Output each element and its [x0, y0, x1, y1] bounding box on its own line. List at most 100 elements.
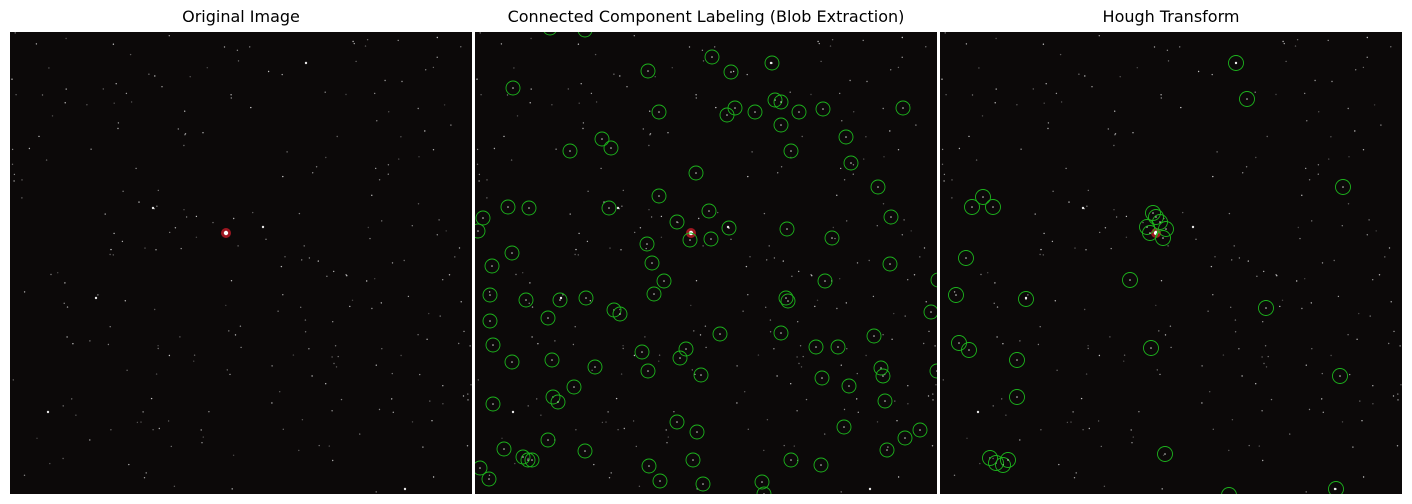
star [846, 220, 848, 222]
star [887, 446, 889, 448]
detection-circle [651, 104, 667, 120]
star [167, 420, 170, 422]
star [798, 362, 800, 365]
star [785, 297, 787, 299]
star [978, 67, 980, 69]
star [982, 196, 984, 198]
star [1265, 307, 1267, 309]
star [308, 257, 311, 259]
star [845, 302, 847, 304]
star [41, 94, 44, 96]
star [868, 487, 872, 491]
star [223, 46, 226, 48]
star [482, 217, 484, 219]
star [1362, 149, 1365, 151]
star [113, 232, 115, 235]
star [1084, 308, 1086, 311]
star [771, 62, 773, 64]
star [820, 464, 822, 466]
star [183, 209, 185, 211]
star [480, 94, 482, 96]
star [112, 43, 115, 45]
star [569, 213, 571, 215]
star [1296, 39, 1299, 41]
star [942, 379, 944, 381]
star [512, 87, 514, 89]
star [1055, 92, 1058, 95]
star [951, 179, 953, 181]
star [71, 398, 73, 400]
star [883, 156, 885, 158]
detection-circle [1239, 91, 1255, 107]
star [695, 94, 697, 96]
star [1051, 240, 1054, 243]
star [185, 216, 188, 218]
star [1378, 274, 1381, 276]
star [992, 206, 994, 208]
panel-title-hough-transform: Hough Transform [1102, 7, 1240, 26]
star [1058, 463, 1060, 466]
star [857, 411, 859, 413]
star [1161, 488, 1163, 490]
star [979, 462, 981, 465]
detection-circle [703, 231, 719, 247]
star [580, 83, 582, 85]
star [1047, 127, 1049, 130]
star [562, 294, 564, 296]
star [1065, 167, 1067, 170]
star [876, 421, 879, 423]
star [695, 172, 697, 174]
star [425, 69, 427, 71]
star [660, 215, 663, 218]
star [850, 162, 852, 164]
detection-circle [496, 441, 512, 457]
star [692, 459, 694, 461]
star [968, 349, 970, 351]
star [1016, 396, 1018, 398]
detection-circle [566, 379, 582, 395]
star [836, 194, 838, 196]
star [180, 247, 182, 250]
star [1261, 356, 1263, 358]
star [129, 53, 132, 56]
star [366, 39, 369, 41]
star [876, 225, 878, 227]
star [1080, 397, 1083, 400]
star [591, 369, 593, 371]
star [698, 217, 700, 220]
detection-circle [1228, 55, 1244, 71]
star [537, 343, 539, 345]
star [930, 311, 932, 313]
detection-circle [601, 200, 617, 216]
star [993, 302, 995, 304]
star [212, 221, 214, 224]
star [234, 334, 237, 336]
detection-circle [780, 293, 796, 309]
star [1162, 454, 1165, 456]
star [189, 76, 191, 78]
star [422, 446, 424, 448]
detection-circle [515, 449, 531, 465]
star [1304, 92, 1306, 95]
star [304, 61, 308, 65]
star [1372, 279, 1374, 281]
star [702, 483, 704, 485]
detection-circle [482, 313, 498, 329]
star [555, 148, 557, 150]
star [995, 88, 997, 90]
detection-circle [485, 337, 501, 353]
star [704, 325, 707, 327]
star [619, 313, 621, 315]
detection-circle [646, 286, 662, 302]
star [862, 39, 864, 42]
star [992, 457, 994, 460]
star [658, 360, 660, 362]
star [589, 300, 591, 302]
star [632, 420, 635, 422]
star [1086, 205, 1088, 207]
star [634, 231, 636, 234]
star [231, 488, 233, 490]
star [21, 197, 23, 199]
detection-circle [958, 250, 974, 266]
star [128, 463, 130, 466]
